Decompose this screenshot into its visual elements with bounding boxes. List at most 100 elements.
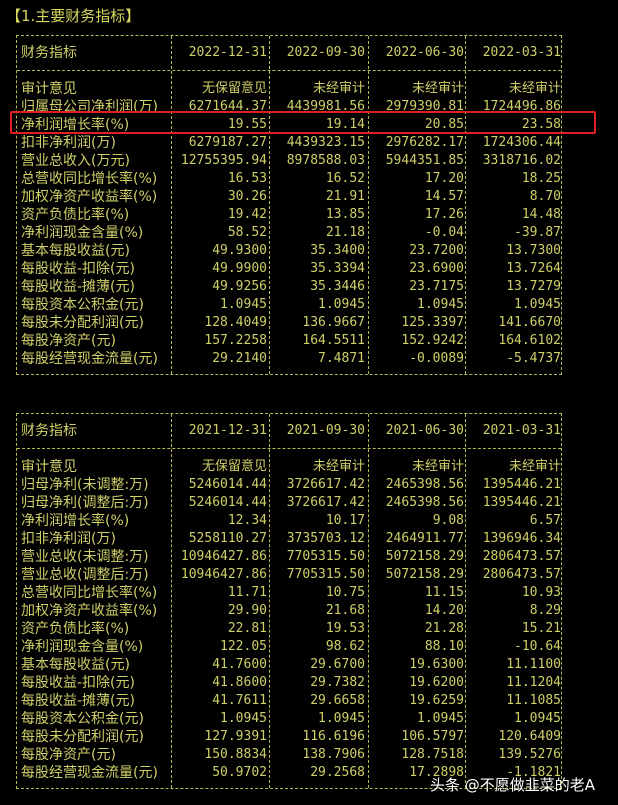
column-divider	[465, 36, 466, 374]
row-label: 每股收益-扣除(元)	[21, 675, 135, 691]
cell-value: 2021-12-31	[188, 423, 267, 438]
cell-value: 41.7611	[212, 693, 267, 708]
row-label: 扣非净利润(万)	[21, 531, 116, 547]
financial-table-2: 财务指标 2021-12-31 2021-09-30 2021-06-30 2021-0…	[16, 413, 562, 789]
cell-value: 3318716.02	[482, 153, 561, 168]
cell-value: 15.21	[521, 621, 561, 636]
row-label: 每股收益-摊薄(元)	[21, 279, 135, 295]
cell-value: 2979390.81	[385, 99, 464, 114]
cell-value: 10946427.86	[180, 567, 267, 582]
cell-value: 35.3400	[310, 243, 365, 258]
row-label: 加权净资产收益率(%)	[21, 603, 158, 619]
cell-value: 138.7906	[302, 747, 365, 762]
table-row: 扣非净利润(万) 6279187.27 4439323.15 2976282.17 17…	[17, 134, 561, 152]
cell-value: 7705315.50	[286, 567, 365, 582]
cell-value: 128.7518	[401, 747, 464, 762]
cell-value: 2464911.77	[385, 531, 464, 546]
table-row: 资产负债比率(%) 22.81 19.53 21.28 15.21	[17, 620, 561, 638]
cell-value: 1.0945	[220, 711, 267, 726]
row-label: 每股未分配利润(元)	[21, 315, 144, 331]
header-divider	[17, 448, 561, 449]
cell-value: 49.9256	[212, 279, 267, 294]
cell-value: -1.1821	[506, 765, 561, 780]
cell-value: 17.2898	[409, 765, 464, 780]
cell-value: 16.53	[227, 171, 267, 186]
cell-value: 11.1204	[506, 675, 561, 690]
cell-value: 2022-12-31	[188, 45, 267, 60]
highlight-box	[10, 111, 596, 134]
table-row: 基本每股收益(元) 49.9300 35.3400 23.7200 13.7300	[17, 242, 561, 260]
row-label: 归母净利(调整后:万)	[21, 495, 149, 511]
cell-value: 21.68	[325, 603, 365, 618]
cell-value: 88.10	[424, 639, 464, 654]
row-label: 每股未分配利润(元)	[21, 729, 144, 745]
column-divider	[368, 36, 369, 374]
cell-value: 23.6900	[409, 261, 464, 276]
cell-value: 未经审计	[411, 459, 464, 474]
cell-value: 139.5276	[498, 747, 561, 762]
cell-value: 2021-06-30	[385, 423, 464, 438]
cell-value: 98.62	[325, 639, 365, 654]
column-divider	[171, 36, 172, 374]
table-row: 每股收益-扣除(元) 49.9900 35.3394 23.6900 13.7264	[17, 260, 561, 278]
table-row: 审计意见 无保留意见 未经审计 未经审计 未经审计	[17, 80, 561, 98]
cell-value: 21.28	[424, 621, 464, 636]
table-row: 每股未分配利润(元) 127.9391 116.6196 106.5797 120.64…	[17, 728, 561, 746]
table-row: 基本每股收益(元) 41.7600 29.6700 19.6300 11.1100	[17, 656, 561, 674]
cell-value: 1395446.21	[482, 477, 561, 492]
cell-value: 116.6196	[302, 729, 365, 744]
cell-value: 13.7279	[506, 279, 561, 294]
table-row: 加权净资产收益率(%) 30.26 21.91 14.57 8.70	[17, 188, 561, 206]
cell-value: 1.0945	[417, 711, 464, 726]
cell-value: 11.15	[424, 585, 464, 600]
cell-value: 18.25	[521, 171, 561, 186]
cell-value: 7.4871	[318, 351, 365, 366]
row-label: 财务指标	[21, 423, 77, 439]
cell-value: 21.91	[325, 189, 365, 204]
cell-value: 19.42	[227, 207, 267, 222]
table-row: 营业总收(未调整:万) 10946427.86 7705315.50 5072158.…	[17, 548, 561, 566]
cell-value: 41.7600	[212, 657, 267, 672]
cell-value: 12755395.94	[180, 153, 267, 168]
row-label: 营业总收(调整后:万)	[21, 567, 149, 583]
cell-value: 1.0945	[514, 711, 561, 726]
table-header-row: 财务指标 2021-12-31 2021-09-30 2021-06-30 2021-0…	[17, 422, 561, 440]
cell-value: 5246014.44	[188, 477, 267, 492]
row-label: 营业总收(未调整:万)	[21, 549, 149, 565]
cell-value: 17.20	[424, 171, 464, 186]
row-label: 资产负债比率(%)	[21, 621, 130, 637]
cell-value: 16.52	[325, 171, 365, 186]
table-row: 每股净资产(元) 157.2258 164.5511 152.9242 164.6102	[17, 332, 561, 350]
cell-value: 未经审计	[411, 81, 464, 96]
table-row: 资产负债比率(%) 19.42 13.85 17.26 14.48	[17, 206, 561, 224]
table-row: 审计意见 无保留意见 未经审计 未经审计 未经审计	[17, 458, 561, 476]
cell-value: 35.3446	[310, 279, 365, 294]
cell-value: 2022-09-30	[286, 45, 365, 60]
table-row: 净利润增长率(%) 12.34 10.17 9.08 6.57	[17, 512, 561, 530]
cell-value: 29.7382	[310, 675, 365, 690]
cell-value: 未经审计	[312, 459, 365, 474]
cell-value: 未经审计	[508, 81, 561, 96]
cell-value: 3726617.42	[286, 477, 365, 492]
cell-value: 6271644.37	[188, 99, 267, 114]
cell-value: 4439981.56	[286, 99, 365, 114]
financial-table-1: 财务指标 2022-12-31 2022-09-30 2022-06-30 2022-0…	[16, 35, 562, 375]
cell-value: 29.2568	[310, 765, 365, 780]
cell-value: 23.7200	[409, 243, 464, 258]
cell-value: 1.0945	[318, 297, 365, 312]
row-label: 扣非净利润(万)	[21, 135, 116, 151]
cell-value: 5246014.44	[188, 495, 267, 510]
cell-value: 5944351.85	[385, 153, 464, 168]
cell-value: 49.9900	[212, 261, 267, 276]
cell-value: 30.26	[227, 189, 267, 204]
table-row: 净利润现金含量(%) 58.52 21.18 -0.04 -39.87	[17, 224, 561, 242]
cell-value: 未经审计	[508, 459, 561, 474]
table-row: 每股净资产(元) 150.8834 138.7906 128.7518 139.5276	[17, 746, 561, 764]
cell-value: 8978588.03	[286, 153, 365, 168]
cell-value: 2465398.56	[385, 495, 464, 510]
table-row: 净利润增长率(%) 19.55 19.14 20.85 23.58	[17, 116, 561, 134]
row-label: 净利润增长率(%)	[21, 117, 130, 133]
cell-value: -0.0089	[409, 351, 464, 366]
cell-value: 120.6409	[498, 729, 561, 744]
cell-value: 19.53	[325, 621, 365, 636]
